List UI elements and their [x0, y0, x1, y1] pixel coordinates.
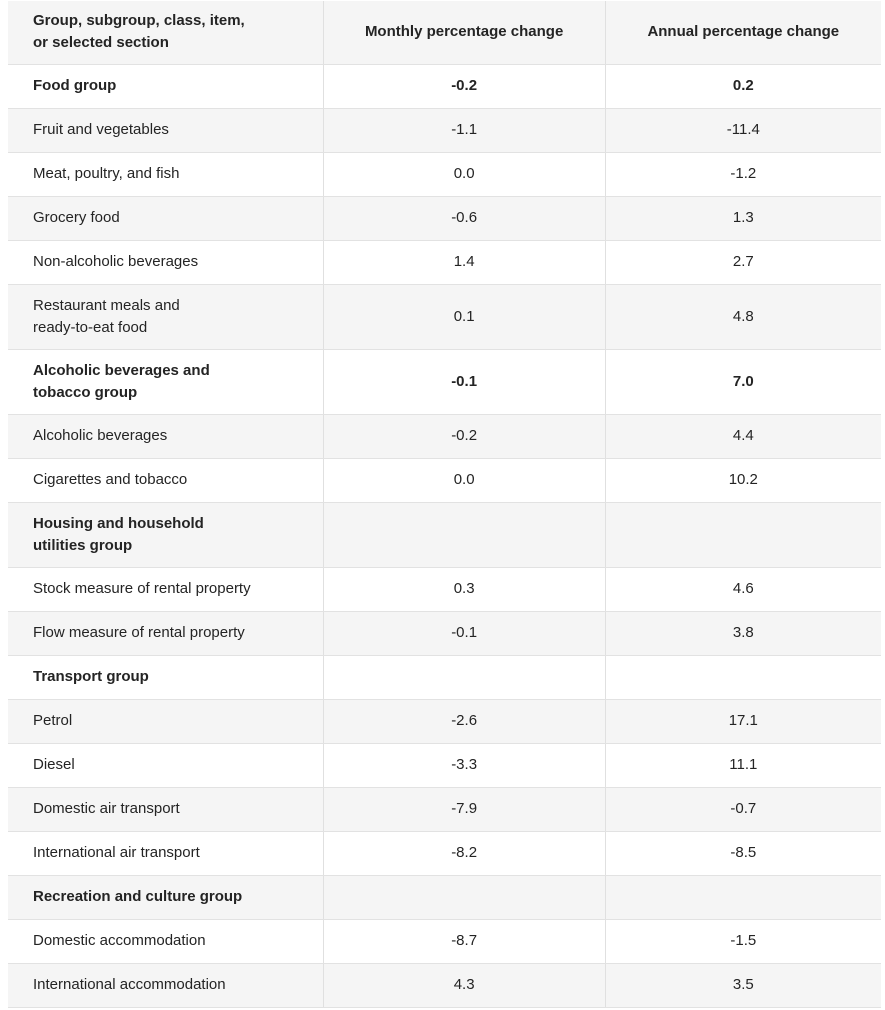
row-label: Stock measure of rental property — [8, 567, 324, 612]
monthly-value: -7.9 — [322, 787, 606, 832]
annual-value: 4.8 — [604, 284, 881, 350]
annual-value: -8.5 — [604, 831, 881, 876]
table-row: Cigarettes and tobacco 0.0 10.2 — [8, 458, 881, 503]
header-annual-column: Annual percentage change — [604, 1, 881, 65]
annual-value: 2.7 — [604, 240, 881, 285]
table-row: Transport group — [8, 655, 881, 700]
table-row: Alcoholic beverages and tobacco group -0.… — [8, 349, 881, 415]
row-label: International accommodation — [8, 963, 324, 1008]
annual-value: 4.4 — [604, 414, 881, 459]
monthly-value: 0.1 — [322, 284, 606, 350]
header-group-column: Group, subgroup, class, item, or selecte… — [8, 1, 324, 65]
table-body: Food group -0.2 0.2 Fruit and vegetables -1.… — [8, 64, 881, 1008]
annual-value: 17.1 — [604, 699, 881, 744]
monthly-value: -8.7 — [322, 919, 606, 964]
annual-value — [604, 875, 881, 920]
monthly-value: -8.2 — [322, 831, 606, 876]
annual-value: 11.1 — [604, 743, 881, 788]
percentage-change-table: Group, subgroup, class, item, or selecte… — [8, 1, 881, 1008]
table-row: Non-alcoholic beverages 1.4 2.7 — [8, 240, 881, 285]
row-label: Diesel — [8, 743, 324, 788]
table-row: Petrol -2.6 17.1 — [8, 699, 881, 744]
row-label: Restaurant meals and ready-to-eat food — [8, 284, 324, 350]
monthly-value: -0.1 — [322, 349, 606, 415]
table-row: Alcoholic beverages -0.2 4.4 — [8, 414, 881, 459]
monthly-value — [322, 875, 606, 920]
row-label: Flow measure of rental property — [8, 611, 324, 656]
header-monthly-column: Monthly percentage change — [322, 1, 606, 65]
annual-value — [604, 655, 881, 700]
annual-value: 7.0 — [604, 349, 881, 415]
table-row: Diesel -3.3 11.1 — [8, 743, 881, 788]
table-header: Group, subgroup, class, item, or selecte… — [8, 1, 881, 65]
row-label: Non-alcoholic beverages — [8, 240, 324, 285]
monthly-value: 0.0 — [322, 458, 606, 503]
row-label: Domestic air transport — [8, 787, 324, 832]
monthly-value — [322, 655, 606, 700]
table-row: Meat, poultry, and fish 0.0 -1.2 — [8, 152, 881, 197]
annual-value: 3.8 — [604, 611, 881, 656]
monthly-value — [322, 502, 606, 568]
row-label: Grocery food — [8, 196, 324, 241]
table-row: Grocery food -0.6 1.3 — [8, 196, 881, 241]
monthly-value: -1.1 — [322, 108, 606, 153]
row-label: Transport group — [8, 655, 324, 700]
annual-value: -0.7 — [604, 787, 881, 832]
row-label: Fruit and vegetables — [8, 108, 324, 153]
annual-value: 1.3 — [604, 196, 881, 241]
monthly-value: 1.4 — [322, 240, 606, 285]
row-label: Cigarettes and tobacco — [8, 458, 324, 503]
annual-value: -11.4 — [604, 108, 881, 153]
annual-value: 4.6 — [604, 567, 881, 612]
monthly-value: -0.2 — [322, 414, 606, 459]
annual-value: 0.2 — [604, 64, 881, 109]
row-label: Recreation and culture group — [8, 875, 324, 920]
monthly-value: -0.6 — [322, 196, 606, 241]
monthly-value: 0.3 — [322, 567, 606, 612]
table-row: Stock measure of rental property 0.3 4.6 — [8, 567, 881, 612]
row-label: Petrol — [8, 699, 324, 744]
row-label: International air transport — [8, 831, 324, 876]
row-label: Domestic accommodation — [8, 919, 324, 964]
header-row: Group, subgroup, class, item, or selecte… — [8, 1, 881, 65]
annual-value: -1.2 — [604, 152, 881, 197]
table-row: Domestic air transport -7.9 -0.7 — [8, 787, 881, 832]
table-row: Food group -0.2 0.2 — [8, 64, 881, 109]
row-label: Alcoholic beverages — [8, 414, 324, 459]
annual-value: -1.5 — [604, 919, 881, 964]
table-row: International air transport -8.2 -8.5 — [8, 831, 881, 876]
table-row: Housing and household utilities group — [8, 502, 881, 568]
monthly-value: 4.3 — [322, 963, 606, 1008]
table-row: Recreation and culture group — [8, 875, 881, 920]
row-label: Alcoholic beverages and tobacco group — [8, 349, 324, 415]
monthly-value: -3.3 — [322, 743, 606, 788]
monthly-value: -0.1 — [322, 611, 606, 656]
row-label: Meat, poultry, and fish — [8, 152, 324, 197]
table-row: Restaurant meals and ready-to-eat food 0.… — [8, 284, 881, 350]
table-row: Fruit and vegetables -1.1 -11.4 — [8, 108, 881, 153]
row-label: Food group — [8, 64, 324, 109]
annual-value: 10.2 — [604, 458, 881, 503]
monthly-value: -2.6 — [322, 699, 606, 744]
table-row: Domestic accommodation -8.7 -1.5 — [8, 919, 881, 964]
table-row: International accommodation 4.3 3.5 — [8, 963, 881, 1008]
row-label: Housing and household utilities group — [8, 502, 324, 568]
annual-value — [604, 502, 881, 568]
monthly-value: -0.2 — [322, 64, 606, 109]
table-row: Flow measure of rental property -0.1 3.8 — [8, 611, 881, 656]
annual-value: 3.5 — [604, 963, 881, 1008]
monthly-value: 0.0 — [322, 152, 606, 197]
